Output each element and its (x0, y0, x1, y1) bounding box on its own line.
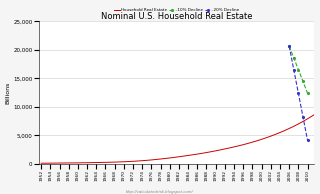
Line: Household Real Estate: Household Real Estate (41, 46, 320, 163)
-20% Decline (301, 116, 305, 118)
-10% Decline (301, 80, 305, 83)
Household Real Estate (255, 140, 259, 142)
-20% Decline (292, 68, 296, 71)
Household Real Estate (260, 138, 264, 140)
Title: Nominal U.S. Household Real Estate: Nominal U.S. Household Real Estate (101, 12, 252, 21)
Household Real Estate (287, 127, 291, 130)
Text: http://calculatedrisk.blogspot.com/: http://calculatedrisk.blogspot.com/ (126, 190, 194, 194)
-20% Decline (306, 139, 309, 142)
-20% Decline (287, 45, 291, 47)
Line: -10% Decline: -10% Decline (287, 44, 309, 95)
Household Real Estate (200, 152, 204, 154)
-10% Decline (287, 45, 291, 47)
-20% Decline (296, 92, 300, 94)
Household Real Estate (274, 133, 277, 136)
-10% Decline (306, 92, 309, 94)
Y-axis label: Billions: Billions (5, 81, 11, 104)
-10% Decline (292, 57, 296, 59)
Household Real Estate (39, 162, 43, 164)
-10% Decline (296, 68, 300, 71)
Legend: Household Real Estate, -10% Decline, -20% Decline: Household Real Estate, -10% Decline, -20… (112, 6, 241, 14)
Line: -20% Decline: -20% Decline (287, 44, 309, 142)
